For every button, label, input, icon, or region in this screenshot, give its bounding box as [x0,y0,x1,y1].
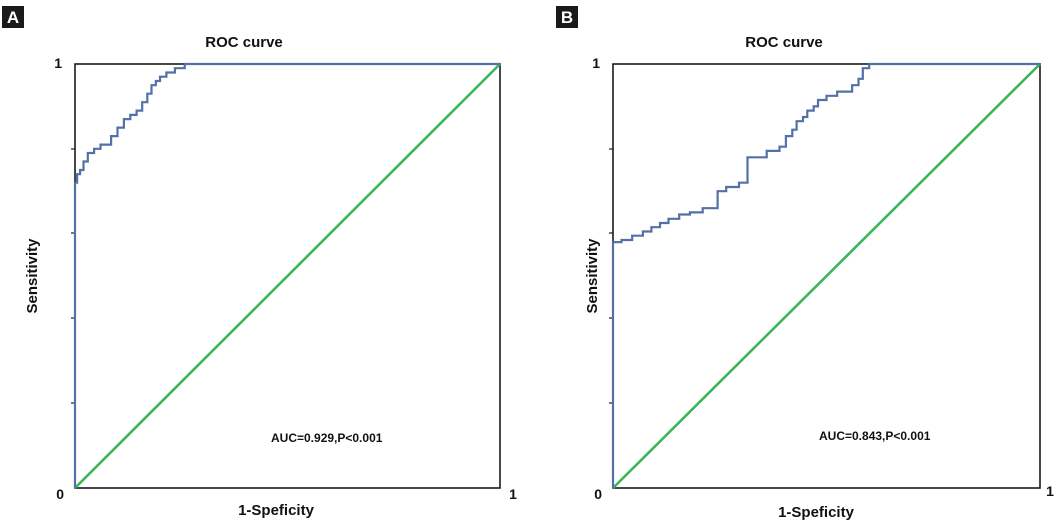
panel-b-badge-bg [556,6,578,28]
panel-b: B ROC curve 1 0 1 1-Speficity Sensitivit… [556,6,1054,521]
panel-a-x-axis-label: 1-Speficity [238,502,315,519]
panel-a-plot-area [73,62,501,489]
panel-b-reference-line [612,63,1041,489]
panel-a-y-max-tick: 1 [54,55,62,71]
panel-a-x-max-tick: 1 [509,486,517,502]
panel-a-origin-tick: 0 [56,486,64,502]
panel-b-roc-curve [611,62,1040,488]
panel-a-roc-curve [73,62,500,488]
panel-a-badge: A [2,6,24,28]
panel-b-origin-tick: 0 [594,486,602,502]
panel-b-badge: B [556,6,578,28]
panel-a: A ROC curve 1 0 1 1-Speficity Sensitivit… [2,6,517,519]
panel-a-letter: A [7,8,19,27]
panel-a-title: ROC curve [205,34,283,51]
panel-b-letter: B [561,8,573,27]
panel-b-y-axis-label: Sensitivity [584,238,601,314]
panel-b-x-max-tick: 1 [1046,483,1054,499]
panel-b-plot-area [611,62,1041,489]
panel-b-x-axis-label: 1-Speficity [778,504,855,521]
panel-a-badge-bg [2,6,24,28]
panel-a-auc-annotation: AUC=0.929,P<0.001 [271,431,383,445]
panel-b-title: ROC curve [745,34,823,51]
panel-a-y-axis-label: Sensitivity [24,238,41,314]
panel-b-auc-annotation: AUC=0.843,P<0.001 [819,429,931,443]
panel-b-y-max-tick: 1 [592,55,600,71]
panel-a-reference-line [74,63,501,489]
